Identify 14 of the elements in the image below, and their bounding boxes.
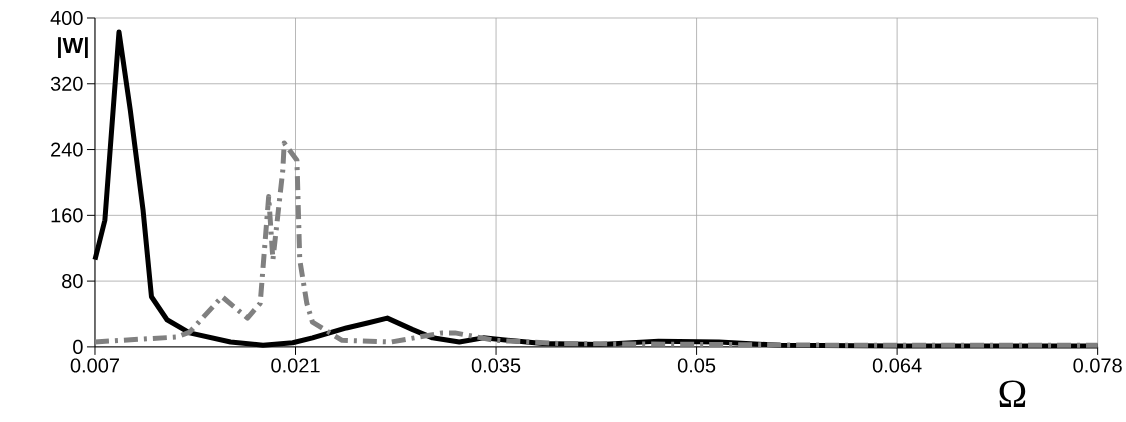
y-tick-label: 80 xyxy=(62,274,83,289)
y-axis-title: |W| xyxy=(58,37,88,59)
x-tick-label: 0.064 xyxy=(872,358,922,373)
y-tick-label: 0 xyxy=(73,339,83,355)
x-tick-label: 0.05 xyxy=(677,358,716,373)
x-tick-label: 0.021 xyxy=(271,358,320,373)
x-axis-title: Ω xyxy=(999,380,1026,407)
y-tick-label: 400 xyxy=(50,10,83,26)
x-tick-label: 0.035 xyxy=(471,358,521,373)
y-tick-label: 240 xyxy=(51,142,83,157)
y-tick-label: 160 xyxy=(51,208,83,223)
x-tick-label: 0.007 xyxy=(70,358,119,373)
x-tick-label: 0.078 xyxy=(1073,358,1122,373)
y-tick-label: 320 xyxy=(50,76,83,91)
